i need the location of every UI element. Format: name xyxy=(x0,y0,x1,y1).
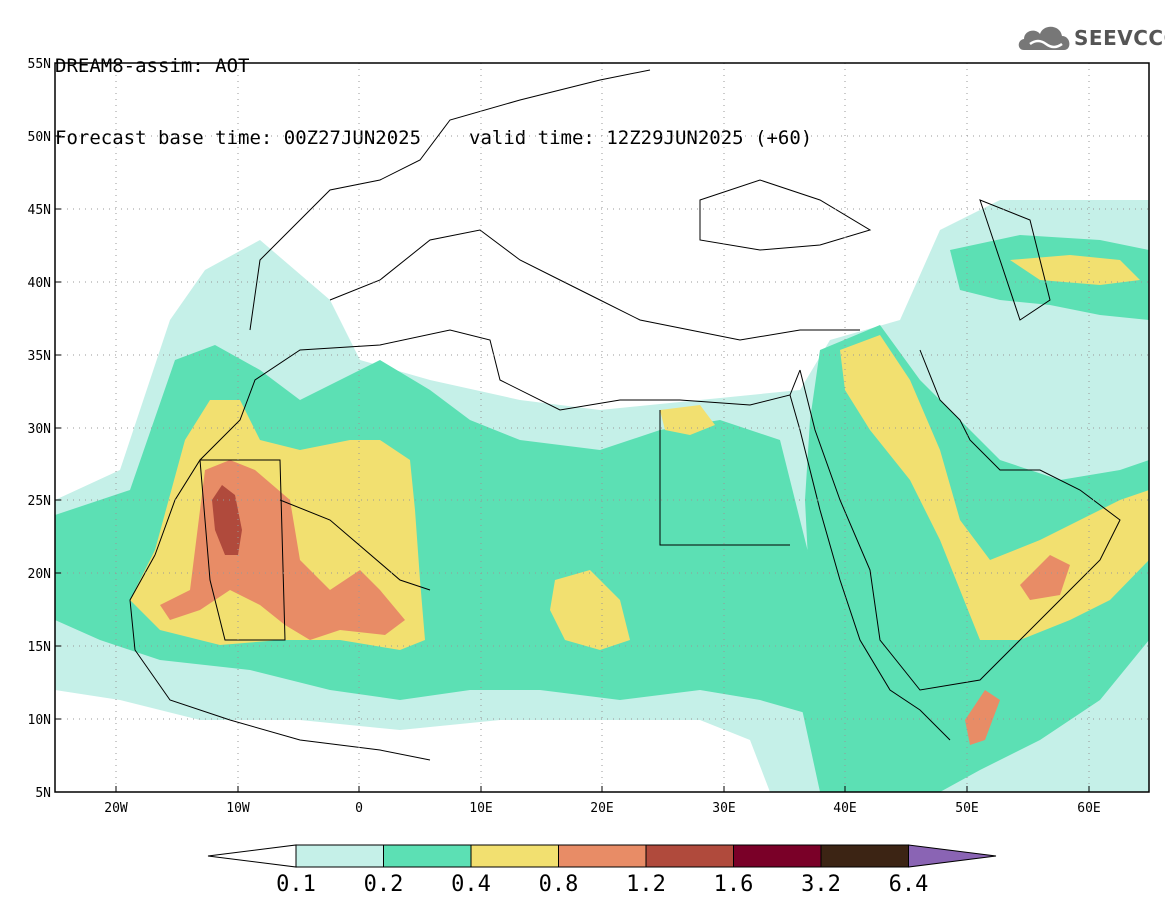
border-egypt-sudan xyxy=(659,410,790,546)
coast-africa-west xyxy=(129,554,431,761)
lon-label: 10W xyxy=(226,801,250,816)
colorbar-swatch xyxy=(558,844,647,868)
lat-label: 40N xyxy=(28,276,51,291)
coast-caspian xyxy=(979,199,1051,321)
border-mauritania xyxy=(199,459,286,641)
aot-band-0.8-somalia xyxy=(965,690,1000,745)
colorbar-label: 0.4 xyxy=(451,872,491,897)
colorbar-upper-arrow xyxy=(908,844,997,868)
lon-label: 20W xyxy=(104,801,128,816)
colorbar-label: 6.4 xyxy=(889,872,929,897)
lon-label: 0 xyxy=(355,801,363,816)
coast-med-north xyxy=(329,229,860,341)
colorbar-swatch xyxy=(470,844,559,868)
map-title: DREAM8-assim: AOT xyxy=(55,55,250,77)
aot-band-0.8-oman xyxy=(1020,555,1070,600)
lat-tick-marks xyxy=(55,62,61,793)
forecast-base-time: Forecast base time: 00Z27JUN2025 xyxy=(55,127,422,149)
lon-label: 20E xyxy=(590,801,613,816)
lon-labels: 20W 10W 0 10E 20E 30E 40E 50E 60E xyxy=(104,801,1100,816)
valid-time: valid time: 12Z29JUN2025 (+60) xyxy=(469,127,813,149)
lon-label: 60E xyxy=(1077,801,1100,816)
coast-africa-north xyxy=(154,329,801,556)
coast-red-sea-africa xyxy=(789,394,951,741)
colorbar-label: 1.6 xyxy=(714,872,754,897)
colorbar-swatch xyxy=(645,844,734,868)
cloud-icon xyxy=(1018,26,1070,50)
lat-label: 20N xyxy=(28,567,51,582)
colorbar-label: 0.1 xyxy=(276,872,316,897)
map-header: DREAM8-assim: AOT Forecast base time: 00… xyxy=(55,6,812,174)
aot-band-0.4-iran xyxy=(1010,255,1140,285)
coast-europe xyxy=(249,69,651,331)
lon-label: 10E xyxy=(469,801,492,816)
border-sahara xyxy=(279,499,431,591)
lat-label: 25N xyxy=(28,494,51,509)
grid xyxy=(55,63,1149,792)
aot-band-1.2-core xyxy=(212,485,242,555)
lat-labels: 55N 50N 45N 40N 35N 30N 25N 20N 15N 10N … xyxy=(28,57,51,801)
lat-label: 35N xyxy=(28,349,51,364)
lat-label: 45N xyxy=(28,203,51,218)
colorbar-label: 0.8 xyxy=(539,872,579,897)
lat-label: 30N xyxy=(28,422,51,437)
colorbar-swatch xyxy=(295,844,384,868)
coast-black-sea xyxy=(699,179,872,251)
colorbar-label: 0.2 xyxy=(364,872,404,897)
aot-band-0.4-central xyxy=(550,570,630,650)
aot-band-0.4-arabia xyxy=(840,335,1149,640)
lat-label: 10N xyxy=(28,713,51,728)
colorbar-swatch xyxy=(383,844,472,868)
colorbar-lower-arrow xyxy=(207,844,297,868)
lon-label: 40E xyxy=(833,801,856,816)
lon-tick-marks xyxy=(115,786,1090,792)
colorbar-label: 1.2 xyxy=(626,872,666,897)
colorbar-label: 3.2 xyxy=(801,872,841,897)
seevccc-logo: SEEVCCC xyxy=(1016,20,1165,58)
lat-label: 15N xyxy=(28,640,51,655)
lat-label: 5N xyxy=(35,786,51,801)
coast-arabia xyxy=(799,349,1121,691)
lon-label: 50E xyxy=(955,801,978,816)
colorbar-swatch xyxy=(820,844,909,868)
logo-text: SEEVCCC xyxy=(1074,26,1165,50)
colorbar-swatch xyxy=(733,844,822,868)
lat-label: 50N xyxy=(28,130,51,145)
lon-label: 30E xyxy=(712,801,735,816)
colorbar: 0.1 0.2 0.4 0.8 1.2 1.6 3.2 6.4 xyxy=(207,844,997,897)
lat-label: 55N xyxy=(28,57,51,72)
